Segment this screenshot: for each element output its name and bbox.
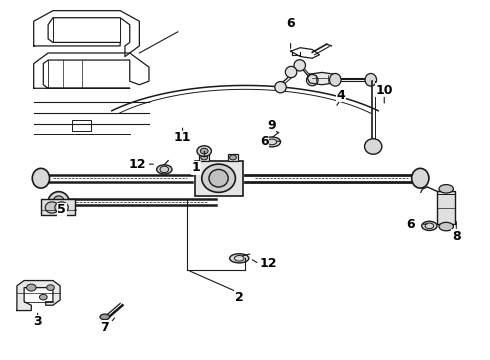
Ellipse shape <box>439 222 453 231</box>
Ellipse shape <box>157 165 172 174</box>
Ellipse shape <box>209 170 228 187</box>
Text: 7: 7 <box>100 321 109 334</box>
Text: 6: 6 <box>286 17 295 30</box>
Bar <box>195 161 243 196</box>
Ellipse shape <box>306 75 318 86</box>
Ellipse shape <box>230 155 236 160</box>
Ellipse shape <box>230 254 249 263</box>
Text: 12: 12 <box>128 158 146 171</box>
Text: 5: 5 <box>57 203 66 216</box>
Text: 6: 6 <box>406 217 415 231</box>
Bar <box>199 154 209 161</box>
Bar <box>437 190 455 224</box>
Ellipse shape <box>40 294 47 300</box>
Ellipse shape <box>201 155 208 160</box>
Text: 4: 4 <box>337 89 345 102</box>
Ellipse shape <box>26 284 36 291</box>
Text: 10: 10 <box>375 84 393 96</box>
Ellipse shape <box>47 285 54 291</box>
Ellipse shape <box>200 148 208 154</box>
Ellipse shape <box>55 202 68 213</box>
Text: 2: 2 <box>235 291 244 303</box>
Bar <box>228 154 238 161</box>
Ellipse shape <box>263 137 281 147</box>
Text: 8: 8 <box>452 230 461 243</box>
Text: 6: 6 <box>260 135 269 148</box>
Polygon shape <box>17 280 60 311</box>
Ellipse shape <box>100 314 110 320</box>
Text: 11: 11 <box>174 131 191 144</box>
Ellipse shape <box>294 60 305 71</box>
Text: 3: 3 <box>33 315 42 328</box>
Polygon shape <box>307 72 336 85</box>
Ellipse shape <box>48 192 69 213</box>
Text: 12: 12 <box>259 257 277 270</box>
Text: 9: 9 <box>267 119 276 132</box>
Ellipse shape <box>53 196 65 208</box>
Ellipse shape <box>285 66 297 78</box>
Ellipse shape <box>202 164 235 192</box>
Ellipse shape <box>439 185 453 193</box>
Ellipse shape <box>197 146 211 156</box>
Ellipse shape <box>45 202 59 213</box>
Ellipse shape <box>32 168 49 188</box>
Ellipse shape <box>365 139 382 154</box>
Ellipse shape <box>275 82 286 93</box>
Text: 1: 1 <box>192 161 200 174</box>
Ellipse shape <box>412 168 429 188</box>
Bar <box>72 120 91 131</box>
Ellipse shape <box>422 221 437 230</box>
Bar <box>41 199 74 215</box>
Ellipse shape <box>329 73 341 86</box>
Ellipse shape <box>365 73 377 86</box>
